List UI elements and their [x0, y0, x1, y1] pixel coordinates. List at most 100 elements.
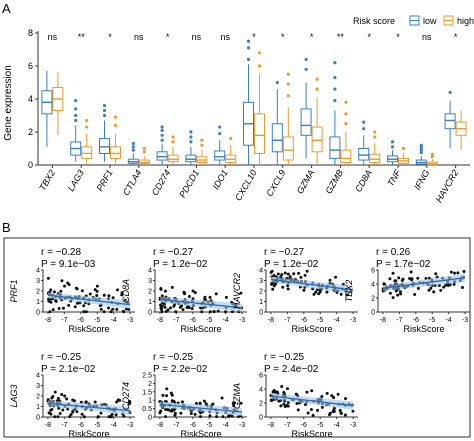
box-high — [110, 146, 121, 159]
y-tick-label: 0 — [259, 310, 263, 317]
y-tick-label: 0 — [148, 310, 152, 317]
data-point — [181, 308, 185, 312]
y-tick-label: 2 — [36, 289, 40, 296]
data-point — [52, 290, 56, 294]
data-point — [397, 276, 401, 280]
y-tick-label: 2 — [148, 289, 152, 296]
data-point — [80, 412, 84, 416]
data-point — [416, 286, 420, 290]
box-outlier — [189, 130, 193, 134]
x-tick-label: TBX2 — [37, 168, 57, 192]
y-tick-label: 0 — [36, 310, 40, 317]
box-low — [185, 154, 197, 163]
data-point — [316, 408, 320, 412]
x-tick-label: -5 — [94, 317, 100, 324]
x-tick-label: -5 — [206, 422, 212, 429]
data-point — [61, 408, 65, 412]
regression-line — [382, 277, 466, 289]
data-point — [282, 402, 286, 406]
x-tick-label: -6 — [190, 317, 196, 324]
data-point — [276, 272, 280, 276]
box-outlier — [390, 145, 395, 149]
data-point — [170, 285, 174, 289]
box-outlier — [229, 137, 233, 141]
data-point — [162, 302, 166, 306]
data-point — [128, 401, 132, 405]
box-outlier — [315, 77, 319, 81]
x-tick-label: -7 — [396, 317, 402, 324]
data-point — [345, 293, 349, 297]
y-tick-label: 4 — [259, 387, 263, 394]
y-tick-label: 3 — [36, 278, 40, 285]
data-point — [187, 294, 191, 298]
x-tick-label: -5 — [317, 317, 323, 324]
x-tick-label: PDCD1 — [177, 168, 201, 199]
significance-label: ns — [422, 32, 432, 42]
data-point — [277, 399, 281, 403]
gene-axis-label: LAG3 — [9, 384, 19, 407]
y-tick-label: 3 — [36, 383, 40, 390]
data-point — [110, 412, 114, 416]
data-point — [391, 271, 395, 275]
x-tick-label: -6 — [78, 422, 84, 429]
x-tick-label: -7 — [61, 422, 67, 429]
data-point — [339, 292, 343, 296]
data-point — [84, 310, 88, 314]
data-point — [272, 284, 276, 288]
data-point — [82, 310, 86, 314]
box-outlier — [257, 51, 262, 55]
data-point — [172, 304, 176, 308]
x-tick-label: CD274 — [150, 168, 173, 197]
y-tick-label: 4 — [36, 373, 40, 380]
x-tick-label: -8 — [45, 317, 51, 324]
data-point — [280, 273, 284, 277]
data-point — [99, 307, 103, 311]
data-point — [74, 286, 78, 290]
regression-line — [270, 395, 354, 407]
x-tick-label: GZMB — [323, 168, 345, 196]
data-point — [460, 286, 464, 290]
data-point — [54, 299, 58, 303]
box-outlier — [160, 138, 164, 142]
box-outlier — [131, 141, 135, 146]
y-tick-label: 0.5 — [142, 406, 152, 413]
data-point — [343, 397, 347, 401]
box-outlier — [304, 57, 308, 62]
data-point — [208, 310, 212, 314]
data-point — [111, 307, 115, 311]
data-point — [351, 409, 355, 413]
box-low — [300, 108, 312, 136]
data-point — [339, 412, 343, 416]
data-point — [396, 293, 400, 297]
y-tick-label: 2 — [259, 289, 263, 296]
data-point — [449, 270, 453, 274]
data-point — [165, 394, 169, 398]
data-point — [173, 413, 177, 417]
data-point — [394, 279, 398, 283]
box-outlier — [142, 146, 146, 151]
data-point — [159, 287, 163, 291]
data-point — [179, 411, 183, 415]
y-tick-label: 1 — [36, 299, 40, 306]
box-low — [358, 148, 370, 161]
y-tick-label: 4 — [259, 268, 263, 275]
data-point — [232, 401, 236, 405]
box-outlier — [333, 75, 337, 80]
box-outlier — [448, 90, 452, 94]
data-point — [305, 390, 309, 394]
data-point — [272, 274, 276, 278]
data-point — [114, 413, 118, 417]
box-outlier — [246, 39, 251, 43]
box-high — [81, 146, 93, 159]
significance-label: * — [396, 32, 400, 42]
data-point — [303, 273, 307, 277]
box-low — [214, 150, 226, 161]
data-point — [224, 310, 228, 314]
data-point — [158, 411, 162, 415]
data-point — [453, 271, 457, 275]
data-point — [286, 401, 290, 405]
data-point — [199, 306, 203, 310]
legend-low-label: low — [423, 16, 437, 26]
box-outlier — [74, 99, 78, 103]
data-point — [160, 310, 164, 314]
